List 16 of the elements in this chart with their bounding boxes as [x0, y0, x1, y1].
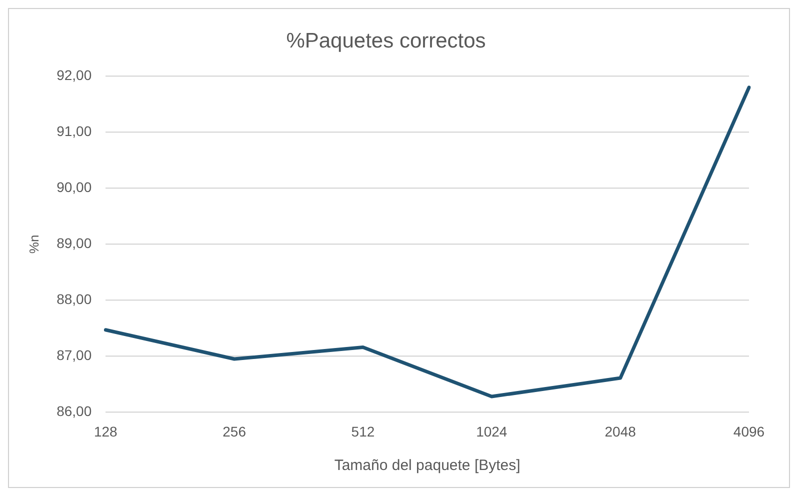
y-axis-title: %n: [26, 234, 42, 254]
x-tick-label: 1024: [476, 423, 508, 440]
y-tick-label: 86,00: [56, 403, 92, 420]
x-tick-label: 256: [222, 423, 246, 440]
x-tick-label: 128: [94, 423, 118, 440]
x-axis-title: Tamaño del paquete [Bytes]: [334, 457, 520, 474]
y-tick-label: 88,00: [56, 291, 92, 308]
x-tick-label: 512: [351, 423, 375, 440]
chart-title: %Paquetes correctos: [286, 29, 486, 52]
x-tick-label: 2048: [604, 423, 636, 440]
y-tick-label: 91,00: [56, 123, 92, 140]
y-tick-label: 87,00: [56, 347, 92, 364]
y-tick-label: 92,00: [56, 67, 92, 84]
y-tick-label: 90,00: [56, 179, 92, 196]
y-tick-label: 89,00: [56, 235, 92, 252]
x-tick-label: 4096: [733, 423, 765, 440]
